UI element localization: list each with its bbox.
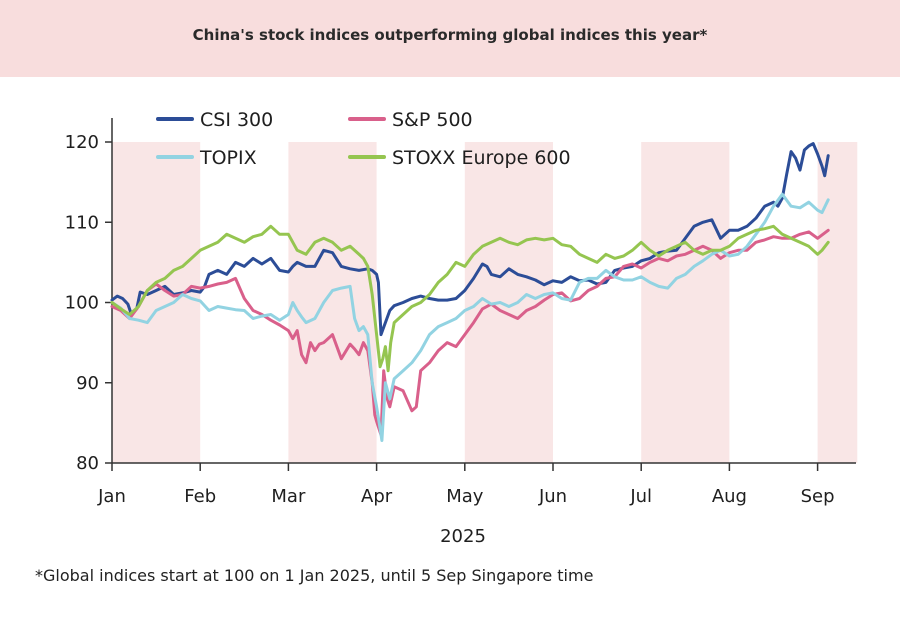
x-tick-label: Aug [712, 486, 747, 507]
y-tick-label: 100 [65, 293, 99, 314]
y-tick-label: 110 [65, 212, 99, 233]
line-chart: 80 90 100 110 120 Jan Feb Mar Apr May Jun Jul Aug Sep… [65, 109, 858, 547]
title-banner: China's stock indices outperforming glob… [0, 0, 900, 77]
series-line-s-p-500 [110, 228, 830, 437]
series-line-topix [110, 192, 830, 442]
x-tick-label: Feb [184, 486, 216, 507]
legend-label: S&P 500 [392, 109, 473, 131]
x-tick-label: Jun [538, 486, 567, 507]
series-line-stoxx-europe-600 [110, 224, 830, 373]
x-tick-label: Apr [361, 486, 393, 507]
x-tick-label: Jan [97, 486, 126, 507]
chart-title: China's stock indices outperforming glob… [192, 26, 708, 44]
x-tick-label: Sep [801, 486, 835, 507]
x-tick-label: May [446, 486, 484, 507]
legend-label: CSI 300 [200, 109, 273, 131]
x-tick-label: Mar [271, 486, 306, 507]
shaded-month-band [288, 142, 377, 463]
legend-label: STOXX Europe 600 [392, 147, 571, 169]
legend-label: TOPIX [199, 147, 257, 169]
footnote: *Global indices start at 100 on 1 Jan 20… [35, 566, 594, 585]
series-line-csi-300 [110, 142, 830, 337]
shaded-month-band [641, 142, 730, 463]
x-tick-label: Jul [629, 486, 652, 507]
y-tick-label: 80 [76, 453, 99, 474]
x-axis-label: 2025 [440, 526, 486, 547]
y-tick-label: 120 [65, 132, 99, 153]
y-tick-label: 90 [76, 373, 99, 394]
shaded-month-band [817, 142, 858, 463]
